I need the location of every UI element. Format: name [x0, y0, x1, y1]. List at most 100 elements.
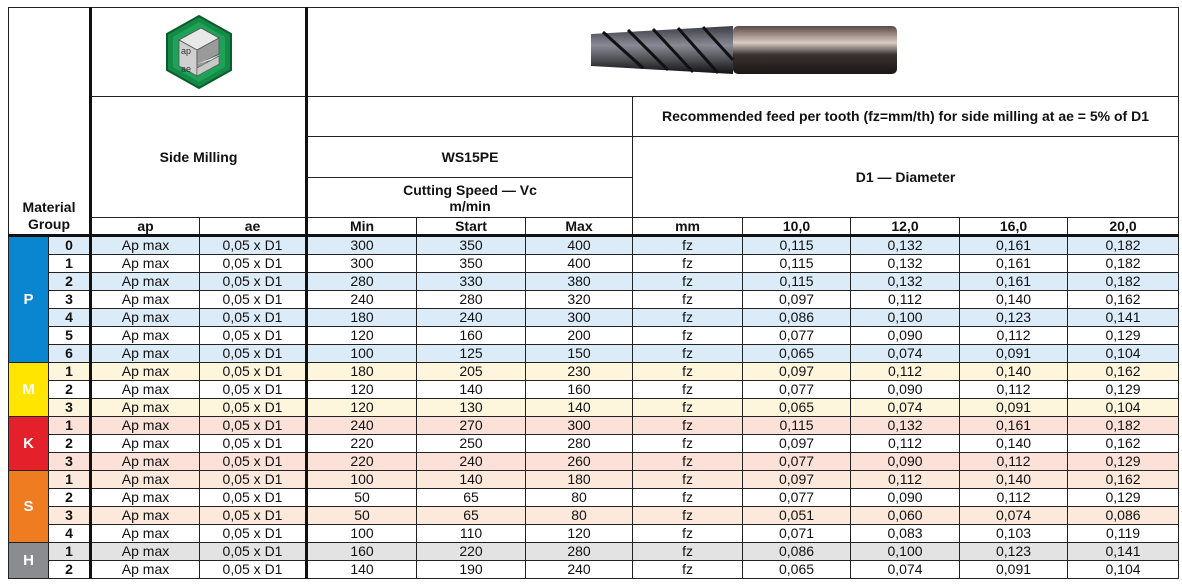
cutting-speed-label: Cutting Speed — Vc: [403, 181, 537, 198]
column-header: 12,0: [850, 217, 961, 237]
table-cell: 0,097: [742, 362, 852, 381]
table-cell: 0,05 x D1: [199, 560, 308, 579]
subgroup-number: 2: [47, 380, 92, 399]
table-cell: 0,129: [1067, 380, 1180, 399]
table-cell: 125: [416, 344, 527, 363]
table-row: 2 Ap max 0,05 x D1 120 140 160 fz 0,077 0,090 0,1…: [8, 380, 1180, 399]
table-cell: 0,074: [850, 560, 961, 579]
table-cell: 0,104: [1067, 560, 1180, 579]
table-cell: 0,129: [1067, 326, 1180, 345]
table-cell: 0,090: [850, 326, 961, 345]
table-cell: fz: [632, 254, 744, 273]
material-group-p: P: [8, 235, 49, 363]
table-cell: Ap max: [89, 434, 201, 453]
subgroup-number: 2: [47, 560, 92, 579]
table-cell: 65: [416, 488, 527, 507]
table-cell: 0,100: [850, 308, 961, 327]
table-cell: 0,074: [850, 398, 961, 417]
table-cell: 0,182: [1067, 254, 1180, 273]
table-cell: fz: [632, 488, 744, 507]
table-cell: 0,141: [1067, 308, 1180, 327]
table-cell: 0,112: [850, 434, 961, 453]
table-cell: 0,074: [959, 506, 1069, 525]
subgroup-number: 1: [47, 470, 92, 489]
table-cell: 300: [525, 308, 634, 327]
table-cell: Ap max: [89, 470, 201, 489]
table-cell: Ap max: [89, 398, 201, 417]
feed-title-header: Recommended feed per tooth (fz=mm/th) fo…: [632, 96, 1180, 137]
table-cell: 0,05 x D1: [199, 470, 308, 489]
table-cell: 0,090: [850, 452, 961, 471]
cutting-speed-unit: m/min: [449, 197, 491, 214]
table-cell: fz: [632, 235, 744, 255]
table-cell: 120: [305, 380, 418, 399]
subgroup-number: 2: [47, 434, 92, 453]
table-cell: 240: [305, 416, 418, 435]
table-cell: 0,086: [742, 308, 852, 327]
table-cell: 0,05 x D1: [199, 380, 308, 399]
table-cell: 205: [416, 362, 527, 381]
subgroup-number: 3: [47, 398, 92, 417]
table-cell: 0,123: [959, 542, 1069, 561]
subgroup-number: 3: [47, 506, 92, 525]
table-cell: 0,132: [850, 416, 961, 435]
table-cell: 0,141: [1067, 542, 1180, 561]
table-cell: 0,090: [850, 380, 961, 399]
table-cell: fz: [632, 272, 744, 291]
table-cell: 160: [525, 380, 634, 399]
table-cell: 0,161: [959, 254, 1069, 273]
table-cell: Ap max: [89, 488, 201, 507]
table-cell: 0,091: [959, 398, 1069, 417]
table-cell: 220: [305, 452, 418, 471]
table-cell: 0,05 x D1: [199, 308, 308, 327]
material-group-h: H: [8, 542, 49, 579]
table-cell: 160: [416, 326, 527, 345]
table-cell: 0,140: [959, 434, 1069, 453]
table-cell: fz: [632, 308, 744, 327]
table-cell: 0,077: [742, 326, 852, 345]
table-cell: 220: [416, 542, 527, 561]
table-cell: 0,065: [742, 560, 852, 579]
table-cell: 380: [525, 272, 634, 291]
table-cell: 0,086: [742, 542, 852, 561]
table-cell: 150: [525, 344, 634, 363]
table-cell: Ap max: [89, 380, 201, 399]
table-cell: 180: [305, 308, 418, 327]
table-cell: fz: [632, 380, 744, 399]
empty-header-cell: [305, 96, 634, 137]
table-cell: 100: [305, 344, 418, 363]
end-mill-tool-image: [591, 25, 898, 74]
table-cell: fz: [632, 506, 744, 525]
table-row: 3 Ap max 0,05 x D1 50 65 80 fz 0,051 0,060 0,074 0…: [8, 506, 1180, 525]
table-cell: 0,100: [850, 542, 961, 561]
table-row: 3 Ap max 0,05 x D1 120 130 140 fz 0,065 0,074 0,0…: [8, 398, 1180, 417]
table-cell: 0,103: [959, 524, 1069, 543]
column-header: ae: [199, 217, 308, 237]
subgroup-number: 3: [47, 290, 92, 309]
table-cell: 0,05 x D1: [199, 326, 308, 345]
table-cell: 0,05 x D1: [199, 434, 308, 453]
table-cell: 100: [305, 470, 418, 489]
table-row: K 1 Ap max 0,05 x D1 240 270 300 fz 0,115 0,132 0,…: [8, 416, 1180, 471]
table-cell: 0,051: [742, 506, 852, 525]
table-cell: 0,161: [959, 416, 1069, 435]
table-cell: 300: [305, 235, 418, 255]
table-cell: fz: [632, 470, 744, 489]
table-cell: 320: [525, 290, 634, 309]
table-cell: 0,129: [1067, 452, 1180, 471]
table-cell: 80: [525, 488, 634, 507]
table-cell: 0,05 x D1: [199, 290, 308, 309]
table-row: 1 Ap max 0,05 x D1 300 350 400 fz 0,115 0,132 0,1…: [8, 254, 1180, 273]
table-cell: 0,077: [742, 380, 852, 399]
table-cell: 0,05 x D1: [199, 488, 308, 507]
table-cell: 0,162: [1067, 290, 1180, 309]
table-cell: fz: [632, 362, 744, 381]
table-cell: fz: [632, 326, 744, 345]
column-header: Start: [416, 217, 527, 237]
subgroup-number: 2: [47, 488, 92, 507]
table-cell: 0,112: [959, 452, 1069, 471]
table-cell: Ap max: [89, 506, 201, 525]
table-cell: 0,132: [850, 235, 961, 255]
table-cell: Ap max: [89, 344, 201, 363]
table-cell: Ap max: [89, 524, 201, 543]
